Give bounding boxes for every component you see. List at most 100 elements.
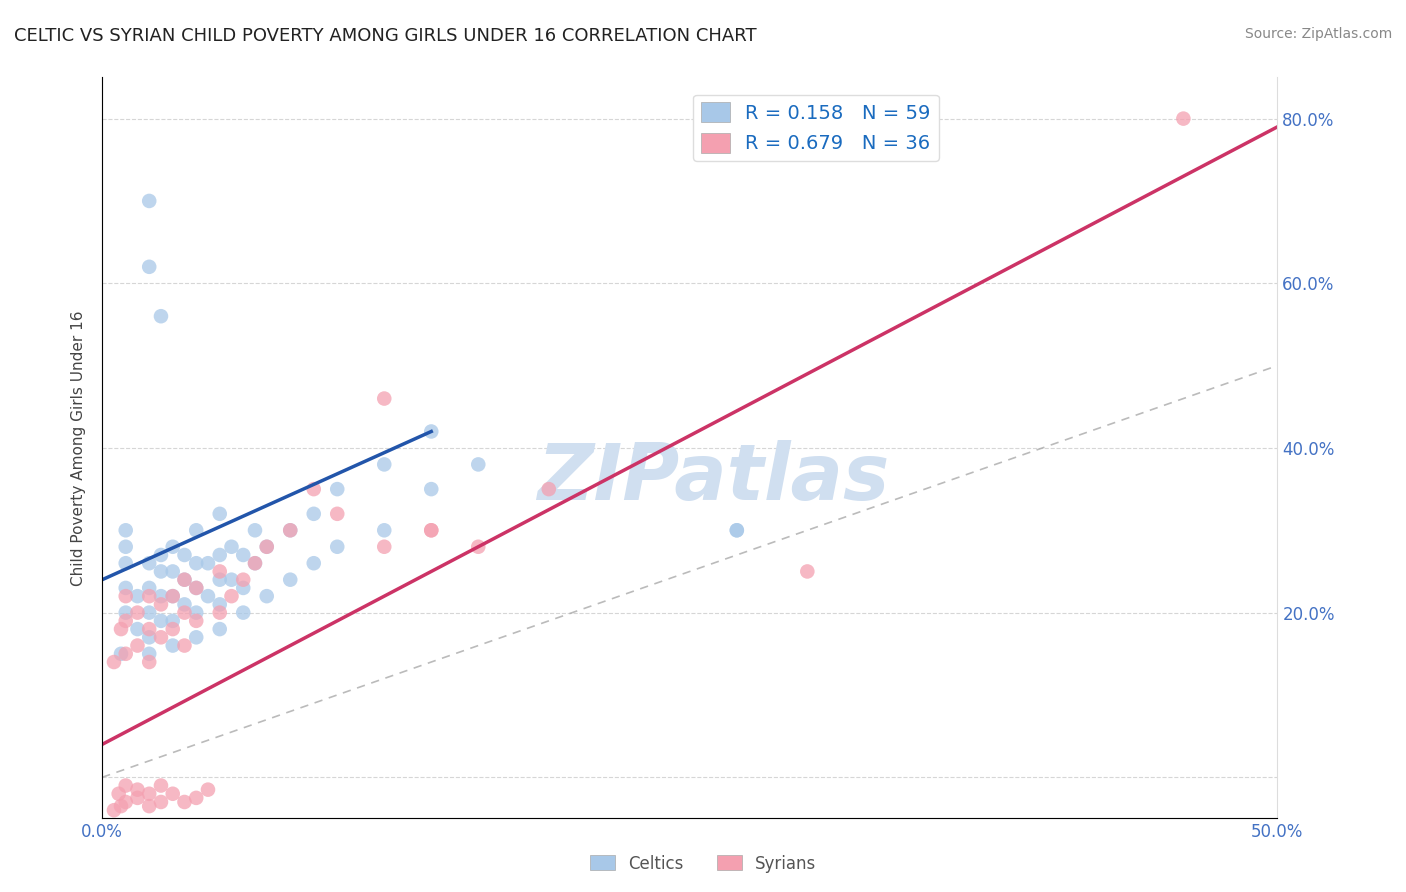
Point [243,556,266,570]
Point [114,606,136,620]
Point [232,606,254,620]
Point [420,523,443,537]
Point [796,565,818,579]
Point [114,581,136,595]
Point [186,606,208,620]
Point [197,589,219,603]
Point [162,787,184,801]
Point [127,589,149,603]
Point [186,581,208,595]
Point [149,795,172,809]
Point [186,556,208,570]
Point [256,540,278,554]
Point [114,779,136,793]
Point [725,523,748,537]
Point [149,565,172,579]
Point [110,622,132,636]
Point [197,782,219,797]
Point [208,548,231,562]
Legend: Celtics, Syrians: Celtics, Syrians [583,848,823,880]
Point [138,589,160,603]
Point [138,606,160,620]
Point [302,556,325,570]
Point [256,589,278,603]
Point [149,589,172,603]
Legend: R = 0.158   N = 59, R = 0.679   N = 36: R = 0.158 N = 59, R = 0.679 N = 36 [693,95,939,161]
Point [326,507,349,521]
Point [1173,112,1195,126]
Point [173,573,195,587]
Point [173,606,195,620]
Point [173,548,195,562]
Point [114,523,136,537]
Point [149,598,172,612]
Point [138,556,160,570]
Point [243,523,266,537]
Point [208,573,231,587]
Point [186,523,208,537]
Point [138,655,160,669]
Point [114,614,136,628]
Point [537,482,560,496]
Point [373,523,395,537]
Point [208,622,231,636]
Point [420,482,443,496]
Point [186,581,208,595]
Point [138,194,160,208]
Point [162,639,184,653]
Point [173,639,195,653]
Point [221,573,243,587]
Point [162,622,184,636]
Point [221,540,243,554]
Point [373,458,395,472]
Point [138,799,160,814]
Point [232,573,254,587]
Text: ZIPatlas: ZIPatlas [537,440,890,516]
Point [420,425,443,439]
Point [138,787,160,801]
Point [197,556,219,570]
Point [467,540,489,554]
Point [173,795,195,809]
Point [373,540,395,554]
Point [208,606,231,620]
Y-axis label: Child Poverty Among Girls Under 16: Child Poverty Among Girls Under 16 [72,310,86,586]
Point [138,647,160,661]
Point [162,565,184,579]
Point [162,589,184,603]
Point [110,799,132,814]
Point [420,523,443,537]
Text: Source: ZipAtlas.com: Source: ZipAtlas.com [1244,27,1392,41]
Point [467,458,489,472]
Point [243,556,266,570]
Point [373,392,395,406]
Point [127,782,149,797]
Point [208,507,231,521]
Point [173,573,195,587]
Point [149,779,172,793]
Point [138,622,160,636]
Point [208,565,231,579]
Point [162,540,184,554]
Point [127,622,149,636]
Point [149,614,172,628]
Point [278,523,301,537]
Point [127,606,149,620]
Point [278,573,301,587]
Point [186,614,208,628]
Point [208,598,231,612]
Point [162,589,184,603]
Point [173,598,195,612]
Point [114,647,136,661]
Point [162,614,184,628]
Point [107,787,129,801]
Point [114,589,136,603]
Point [138,581,160,595]
Point [138,260,160,274]
Point [221,589,243,603]
Point [725,523,748,537]
Point [114,795,136,809]
Point [186,790,208,805]
Point [138,630,160,644]
Point [127,790,149,805]
